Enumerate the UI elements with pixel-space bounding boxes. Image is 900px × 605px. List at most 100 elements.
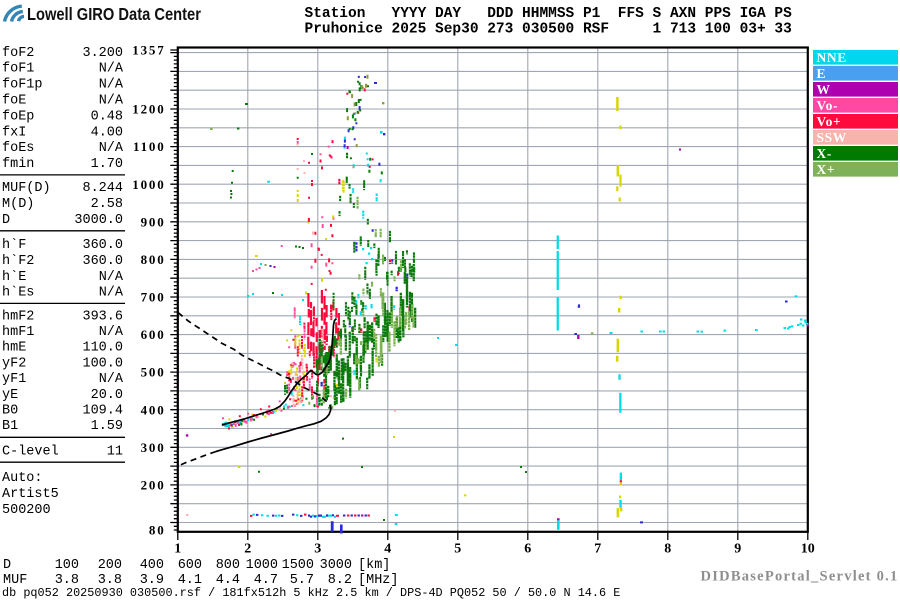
svg-text:4.4: 4.4 bbox=[216, 573, 240, 588]
svg-text:X-: X- bbox=[817, 146, 832, 161]
svg-text:hmE: hmE bbox=[2, 341, 26, 356]
svg-text:Station YYYY DAY DDD HHMMS: Station YYYY DAY DDD HHMMSS P1 FFS S AXN… bbox=[305, 6, 793, 22]
svg-text:800: 800 bbox=[141, 252, 166, 267]
svg-text:3.8: 3.8 bbox=[55, 573, 79, 588]
svg-text:100: 100 bbox=[55, 558, 79, 573]
svg-text:D: D bbox=[2, 213, 10, 228]
svg-text:4.1: 4.1 bbox=[178, 573, 202, 588]
svg-text:M(D): M(D) bbox=[2, 197, 34, 212]
svg-text:Vo+: Vo+ bbox=[817, 114, 842, 129]
svg-text:Lowell GIRO Data Center: Lowell GIRO Data Center bbox=[27, 5, 202, 24]
svg-text:foEp: foEp bbox=[2, 109, 34, 124]
svg-text:1000: 1000 bbox=[246, 558, 278, 573]
svg-text:foEs: foEs bbox=[2, 141, 34, 156]
svg-text:9: 9 bbox=[734, 542, 741, 557]
svg-text:h`F: h`F bbox=[2, 238, 26, 253]
svg-text:8.2: 8.2 bbox=[328, 573, 352, 588]
svg-text:[km]: [km] bbox=[358, 558, 390, 573]
svg-text:600: 600 bbox=[141, 327, 166, 342]
svg-text:3.8: 3.8 bbox=[98, 573, 122, 588]
svg-text:N/A: N/A bbox=[99, 372, 124, 387]
svg-text:fxI: fxI bbox=[2, 125, 26, 140]
svg-text:yF2: yF2 bbox=[2, 356, 26, 371]
svg-text:1: 1 bbox=[174, 542, 181, 557]
svg-text:1357: 1357 bbox=[132, 43, 165, 58]
svg-text:Vo-: Vo- bbox=[817, 98, 839, 113]
svg-text:500: 500 bbox=[141, 365, 166, 380]
svg-text:400: 400 bbox=[140, 558, 164, 573]
svg-text:100.0: 100.0 bbox=[82, 356, 123, 371]
svg-text:W: W bbox=[817, 82, 831, 97]
svg-text:[MHz]: [MHz] bbox=[358, 573, 399, 588]
svg-text:5.7: 5.7 bbox=[290, 573, 314, 588]
svg-text:3.200: 3.200 bbox=[82, 46, 123, 61]
svg-text:N/A: N/A bbox=[99, 94, 124, 109]
svg-text:B0: B0 bbox=[2, 404, 18, 419]
svg-text:NNE: NNE bbox=[817, 50, 847, 65]
svg-text:700: 700 bbox=[141, 290, 166, 305]
svg-text:110.0: 110.0 bbox=[82, 341, 123, 356]
svg-text:h`Es: h`Es bbox=[2, 286, 34, 301]
svg-text:C-level: C-level bbox=[2, 444, 59, 459]
svg-text:foE: foE bbox=[2, 94, 26, 109]
svg-text:1200: 1200 bbox=[132, 102, 165, 117]
svg-text:400: 400 bbox=[141, 402, 166, 417]
svg-text:hmF2: hmF2 bbox=[2, 309, 34, 324]
svg-text:foF1: foF1 bbox=[2, 62, 34, 77]
svg-text:N/A: N/A bbox=[99, 141, 124, 156]
svg-text:MUF(D): MUF(D) bbox=[2, 181, 51, 196]
svg-text:1100: 1100 bbox=[133, 139, 165, 154]
svg-text:4: 4 bbox=[384, 542, 391, 557]
svg-text:8.244: 8.244 bbox=[82, 181, 123, 196]
svg-text:N/A: N/A bbox=[99, 325, 124, 340]
svg-text:3000.0: 3000.0 bbox=[74, 213, 123, 228]
svg-text:11: 11 bbox=[107, 444, 123, 459]
svg-text:600: 600 bbox=[178, 558, 202, 573]
svg-text:2.58: 2.58 bbox=[91, 197, 123, 212]
svg-text:N/A: N/A bbox=[99, 78, 124, 93]
svg-text:SSW: SSW bbox=[817, 130, 847, 145]
svg-text:10: 10 bbox=[801, 542, 815, 557]
svg-text:hmF1: hmF1 bbox=[2, 325, 34, 340]
svg-text:800: 800 bbox=[216, 558, 240, 573]
svg-text:0.48: 0.48 bbox=[91, 109, 123, 124]
svg-text:B1: B1 bbox=[2, 419, 18, 434]
svg-text:3: 3 bbox=[314, 542, 321, 557]
svg-text:200: 200 bbox=[98, 558, 122, 573]
svg-text:20.0: 20.0 bbox=[91, 388, 123, 403]
svg-text:360.0: 360.0 bbox=[82, 254, 123, 269]
svg-text:3.9: 3.9 bbox=[140, 573, 164, 588]
svg-text:yE: yE bbox=[2, 388, 18, 403]
svg-text:N/A: N/A bbox=[99, 286, 124, 301]
svg-text:D: D bbox=[3, 558, 11, 573]
svg-text:900: 900 bbox=[141, 214, 166, 229]
svg-text:1.70: 1.70 bbox=[91, 157, 123, 172]
svg-text:7: 7 bbox=[594, 542, 601, 557]
svg-text:1500: 1500 bbox=[282, 558, 314, 573]
svg-text:200: 200 bbox=[141, 478, 166, 493]
svg-text:MUF: MUF bbox=[3, 573, 27, 588]
svg-text:360.0: 360.0 bbox=[82, 238, 123, 253]
svg-text:Pruhonice 2025 Sep30 273 03050: Pruhonice 2025 Sep30 273 030500 RSF 1 71… bbox=[305, 21, 792, 37]
svg-text:h`E: h`E bbox=[2, 270, 26, 285]
svg-text:5: 5 bbox=[454, 542, 461, 557]
svg-text:N/A: N/A bbox=[99, 62, 124, 77]
svg-text:80: 80 bbox=[149, 523, 166, 538]
svg-text:fmin: fmin bbox=[2, 157, 34, 172]
svg-text:1000: 1000 bbox=[132, 177, 165, 192]
svg-text:8: 8 bbox=[664, 542, 671, 557]
svg-text:db pq052 20250930 030500.rsf /: db pq052 20250930 030500.rsf / 181fx512h… bbox=[2, 586, 620, 600]
svg-text:4.00: 4.00 bbox=[91, 125, 123, 140]
svg-text:1.59: 1.59 bbox=[91, 419, 123, 434]
svg-text:300: 300 bbox=[141, 440, 166, 455]
svg-text:393.6: 393.6 bbox=[82, 309, 123, 324]
svg-text:X+: X+ bbox=[817, 162, 836, 177]
svg-text:N/A: N/A bbox=[99, 270, 124, 285]
svg-text:Artist5: Artist5 bbox=[2, 487, 59, 502]
svg-text:E: E bbox=[817, 66, 827, 81]
svg-text:DIDBasePortal_Servlet 0.1: DIDBasePortal_Servlet 0.1 bbox=[701, 569, 899, 585]
svg-text:109.4: 109.4 bbox=[82, 404, 123, 419]
svg-text:6: 6 bbox=[524, 542, 531, 557]
svg-text:foF1p: foF1p bbox=[2, 78, 43, 93]
svg-text:500200: 500200 bbox=[2, 503, 51, 518]
